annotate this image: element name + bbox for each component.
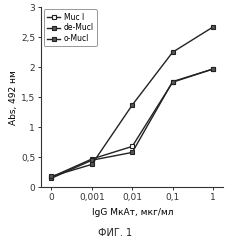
o-Mucl [50, 175, 53, 178]
Muc I [211, 68, 213, 71]
o-Mucl [90, 163, 93, 166]
o-Mucl [171, 51, 173, 54]
Line: Muc I: Muc I [49, 66, 215, 180]
Line: de-Mucl: de-Mucl [49, 66, 215, 181]
Line: o-Mucl: o-Mucl [49, 24, 215, 179]
de-Mucl [171, 80, 173, 83]
Y-axis label: Abs, 492 нм: Abs, 492 нм [9, 70, 18, 125]
Legend: Muc I, de-Mucl, o-Mucl: Muc I, de-Mucl, o-Mucl [44, 10, 96, 46]
de-Mucl [50, 177, 53, 180]
Muc I [90, 157, 93, 160]
o-Mucl [130, 104, 133, 107]
de-Mucl [90, 159, 93, 162]
X-axis label: IgG МкАт, мкг/мл: IgG МкАт, мкг/мл [91, 208, 172, 217]
Muc I [130, 145, 133, 148]
Text: ФИГ. 1: ФИГ. 1 [98, 228, 131, 238]
Muc I [50, 176, 53, 179]
Muc I [171, 81, 173, 84]
de-Mucl [211, 68, 213, 71]
de-Mucl [130, 151, 133, 154]
o-Mucl [211, 26, 213, 29]
